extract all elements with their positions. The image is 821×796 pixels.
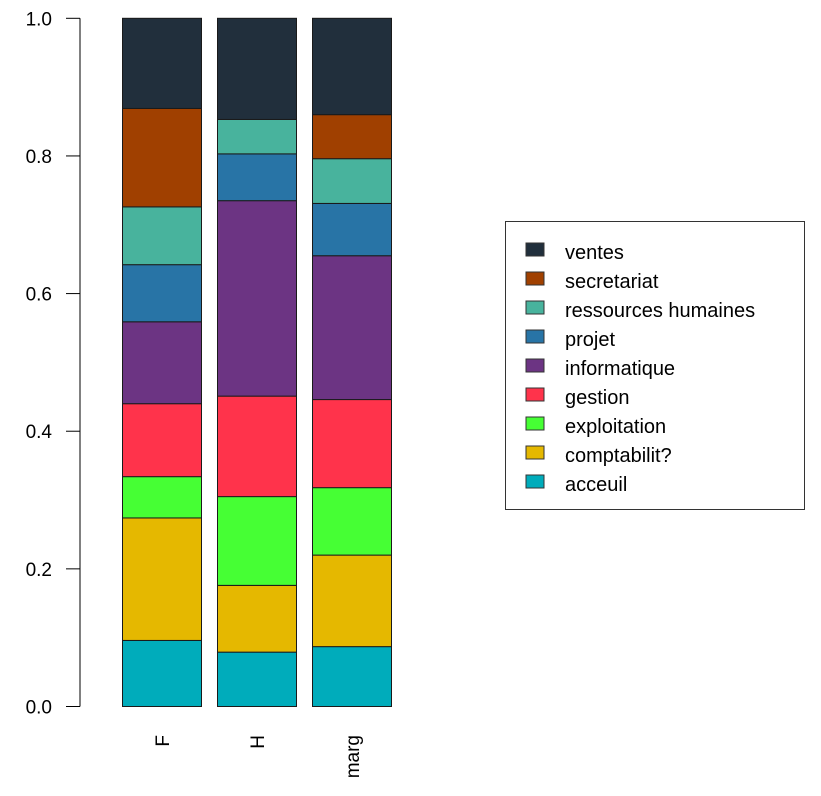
y-tick-label: 0.2 <box>26 560 52 581</box>
legend-box <box>505 221 805 510</box>
legend-swatch <box>525 358 545 373</box>
legend-item: informatique <box>525 358 675 380</box>
legend-item: projet <box>525 329 615 351</box>
bar-segment-marg-gestion <box>312 399 392 489</box>
legend-item: ressources humaines <box>525 300 755 322</box>
legend-swatch <box>525 271 545 286</box>
legend-item: gestion <box>525 387 630 409</box>
bar-segment-F-secretariat <box>122 107 202 208</box>
bar-segment-H-ressources-humaines <box>217 118 297 155</box>
legend-label: informatique <box>565 358 675 380</box>
bar-segment-H-comptabilit- <box>217 584 297 653</box>
bar-segment-H-projet <box>217 153 297 202</box>
legend-item: exploitation <box>525 416 666 438</box>
bar-segment-H-ventes <box>217 17 297 120</box>
bar-segment-marg-ventes <box>312 17 392 116</box>
legend-swatch <box>525 387 545 402</box>
y-tick-label: 0.0 <box>26 698 52 719</box>
legend-label: projet <box>565 329 615 351</box>
legend-label: comptabilit? <box>565 445 672 467</box>
y-tick-label: 0.4 <box>26 422 53 443</box>
bar-stack-marg <box>312 17 392 707</box>
legend-label: exploitation <box>565 416 666 438</box>
legend-item: secretariat <box>525 271 659 293</box>
legend-swatch <box>525 242 545 257</box>
bar-segment-F-projet <box>122 264 202 323</box>
bar-segment-F-ventes <box>122 17 202 109</box>
legend-swatch <box>525 445 545 460</box>
y-axis: 0.0 0.2 0.4 0.6 0.8 1.0 <box>26 9 81 719</box>
x-tick-label: marg <box>343 735 364 778</box>
y-tick-label: 0.8 <box>26 147 52 168</box>
legend-swatch <box>525 329 545 344</box>
x-tick-label: H <box>248 735 269 749</box>
y-tick-label: 1.0 <box>26 9 52 30</box>
legend-item: ventes <box>525 242 624 264</box>
bar-stack-H <box>217 17 297 708</box>
legend-item: comptabilit? <box>525 445 672 467</box>
legend-label: ressources humaines <box>565 300 755 322</box>
bar-segment-marg-ressources-humaines <box>312 158 392 204</box>
bar-segment-marg-comptabilit- <box>312 554 392 648</box>
bar-segment-F-ressources-humaines <box>122 206 202 266</box>
bar-segment-marg-projet <box>312 202 392 257</box>
legend-label: secretariat <box>565 271 659 293</box>
bar-segment-marg-acceuil <box>312 646 392 707</box>
legend-label: gestion <box>565 387 630 409</box>
bar-segment-H-acceuil <box>217 651 297 708</box>
legend: ventes secretariat ressources humaines proj… <box>505 221 805 510</box>
bar-segment-H-exploitation <box>217 496 297 586</box>
y-tick-label: 0.6 <box>26 285 52 306</box>
bar-segment-H-informatique <box>217 200 297 397</box>
bars <box>122 17 392 708</box>
bar-segment-marg-exploitation <box>312 487 392 556</box>
bar-segment-F-exploitation <box>122 476 202 519</box>
legend-label: ventes <box>565 242 624 264</box>
legend-label: acceuil <box>565 474 627 496</box>
legend-swatch <box>525 416 545 431</box>
bar-segment-F-acceuil <box>122 639 202 707</box>
x-tick-label: F <box>153 735 174 747</box>
legend-swatch <box>525 300 545 315</box>
bar-segment-F-informatique <box>122 321 202 405</box>
bar-segment-F-comptabilit- <box>122 517 202 641</box>
legend-item: acceuil <box>525 474 627 496</box>
legend-swatch <box>525 474 545 489</box>
bar-segment-marg-secretariat <box>312 114 392 160</box>
bar-segment-H-gestion <box>217 395 297 498</box>
bar-stack-F <box>122 17 202 707</box>
bar-segment-F-gestion <box>122 403 202 478</box>
bar-segment-marg-informatique <box>312 255 392 401</box>
